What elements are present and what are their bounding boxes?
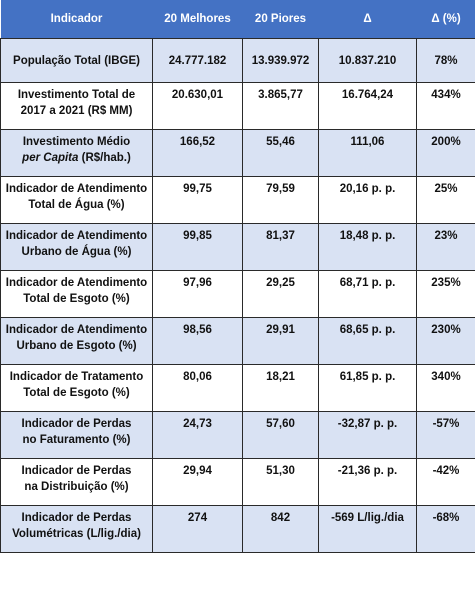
row-label-line1: Investimento Total de [17, 89, 136, 101]
cell-20-melhores: 24,73 [152, 411, 243, 459]
cell-20-piores: 842 [242, 505, 319, 553]
cell-20-melhores: 99,85 [152, 223, 243, 271]
cell-delta: 10.837.210 [318, 38, 417, 83]
row-label-line2-rest: (R$/hab.) [78, 152, 131, 164]
row-label-line2: 2017 a 2021 (R$ MM) [20, 105, 133, 117]
cell-delta: 68,71 p. p. [318, 270, 417, 318]
header-delta-pct: Δ (%) [416, 0, 475, 39]
row-label: Indicador de Atendimento Urbano de Água (… [0, 223, 153, 271]
row-label-line1: Indicador de Atendimento [5, 324, 148, 336]
cell-20-piores: 55,46 [242, 129, 319, 177]
row-label-line2: Total de Água (%) [28, 199, 125, 211]
row-label-line1: Indicador de Perdas [21, 465, 132, 477]
cell-delta: 61,85 p. p. [318, 364, 417, 412]
row-label-line2-italic: per Capita [22, 152, 79, 164]
cell-20-piores: 29,91 [242, 317, 319, 365]
cell-20-piores: 3.865,77 [242, 82, 319, 130]
cell-20-melhores: 98,56 [152, 317, 243, 365]
cell-delta: 20,16 p. p. [318, 176, 417, 224]
table-row: Indicador de Tratamento Total de Esgoto (… [0, 364, 475, 412]
row-label-line1: Indicador de Atendimento [5, 183, 148, 195]
row-label-line1: Indicador de Atendimento [5, 230, 148, 242]
header-delta: Δ [318, 0, 417, 39]
cell-delta-pct: 230% [416, 317, 475, 365]
cell-20-melhores: 99,75 [152, 176, 243, 224]
cell-delta-pct: 340% [416, 364, 475, 412]
cell-delta-pct: 434% [416, 82, 475, 130]
row-label: Investimento Médio per Capita (R$/hab.) [0, 129, 153, 177]
cell-delta: -32,87 p. p. [318, 411, 417, 459]
cell-delta-pct: -68% [416, 505, 475, 553]
row-label: Indicador de Tratamento Total de Esgoto (… [0, 364, 153, 412]
cell-20-melhores: 274 [152, 505, 243, 553]
cell-delta: 111,06 [318, 129, 417, 177]
row-label: Investimento Total de 2017 a 2021 (R$ MM) [0, 82, 153, 130]
cell-delta-pct: 235% [416, 270, 475, 318]
cell-delta-pct: 23% [416, 223, 475, 271]
table-row: Investimento Total de 2017 a 2021 (R$ MM)… [0, 82, 475, 130]
row-label-line1: Indicador de Perdas [21, 512, 132, 524]
table-row: Indicador de Atendimento Total de Água (%… [0, 176, 475, 224]
cell-delta-pct: -57% [416, 411, 475, 459]
cell-20-melhores: 24.777.182 [152, 38, 243, 83]
row-label: Indicador de Perdas no Faturamento (%) [0, 411, 153, 459]
row-label: População Total (IBGE) [0, 38, 153, 83]
header-20-piores: 20 Piores [242, 0, 319, 39]
row-label-line1: Indicador de Tratamento [9, 371, 144, 383]
cell-delta: 16.764,24 [318, 82, 417, 130]
cell-20-melhores: 97,96 [152, 270, 243, 318]
cell-delta-pct: 25% [416, 176, 475, 224]
cell-20-piores: 29,25 [242, 270, 319, 318]
row-label-line1: Investimento Médio [22, 136, 131, 148]
cell-20-piores: 79,59 [242, 176, 319, 224]
cell-20-melhores: 29,94 [152, 458, 243, 506]
cell-20-piores: 81,37 [242, 223, 319, 271]
table-row: População Total (IBGE) 24.777.182 13.939.9… [0, 38, 475, 83]
row-label-line1: População Total (IBGE) [13, 54, 140, 67]
cell-delta: -21,36 p. p. [318, 458, 417, 506]
row-label: Indicador de Atendimento Total de Esgoto … [0, 270, 153, 318]
row-label: Indicador de Atendimento Urbano de Esgoto… [0, 317, 153, 365]
row-label-line2: no Faturamento (%) [22, 434, 131, 446]
cell-delta: 68,65 p. p. [318, 317, 417, 365]
cell-20-piores: 13.939.972 [242, 38, 319, 83]
row-label-line2: Total de Esgoto (%) [23, 293, 130, 305]
cell-delta-pct: 78% [416, 38, 475, 83]
table-row: Indicador de Perdas Volumétricas (L/lig./… [0, 505, 475, 553]
cell-20-piores: 57,60 [242, 411, 319, 459]
cell-20-piores: 51,30 [242, 458, 319, 506]
cell-delta-pct: -42% [416, 458, 475, 506]
cell-20-melhores: 20.630,01 [152, 82, 243, 130]
row-label-line2: na Distribuição (%) [24, 481, 129, 493]
header-row: Indicador 20 Melhores 20 Piores Δ Δ (%) [0, 0, 475, 39]
row-label-line2: Urbano de Esgoto (%) [16, 340, 137, 352]
row-label: Indicador de Perdas Volumétricas (L/lig./… [0, 505, 153, 553]
row-label-line2: Volumétricas (L/lig./dia) [12, 528, 141, 540]
cell-delta-pct: 200% [416, 129, 475, 177]
row-label: Indicador de Perdas na Distribuição (%) [0, 458, 153, 506]
table-row: Indicador de Perdas na Distribuição (%) 29… [0, 458, 475, 506]
row-label-line2: Urbano de Água (%) [21, 246, 132, 258]
table-row: Indicador de Atendimento Urbano de Água (… [0, 223, 475, 271]
cell-20-piores: 18,21 [242, 364, 319, 412]
cell-20-melhores: 80,06 [152, 364, 243, 412]
row-label-line1: Indicador de Atendimento [5, 277, 148, 289]
cell-delta: 18,48 p. p. [318, 223, 417, 271]
cell-20-melhores: 166,52 [152, 129, 243, 177]
row-label-line1: Indicador de Perdas [21, 418, 132, 430]
cell-delta: -569 L/lig./dia [318, 505, 417, 553]
header-20-melhores: 20 Melhores [152, 0, 243, 39]
row-label-line2: Total de Esgoto (%) [23, 387, 130, 399]
table-row: Indicador de Perdas no Faturamento (%) 24,… [0, 411, 475, 459]
table-row: Investimento Médio per Capita (R$/hab.) 16… [0, 129, 475, 177]
table-body: População Total (IBGE) 24.777.182 13.939.9… [0, 38, 475, 553]
table-row: Indicador de Atendimento Total de Esgoto … [0, 270, 475, 318]
indicator-table: Indicador 20 Melhores 20 Piores Δ Δ (%) … [0, 0, 475, 553]
row-label: Indicador de Atendimento Total de Água (%… [0, 176, 153, 224]
table-row: Indicador de Atendimento Urbano de Esgoto… [0, 317, 475, 365]
header-indicador: Indicador [0, 0, 153, 39]
